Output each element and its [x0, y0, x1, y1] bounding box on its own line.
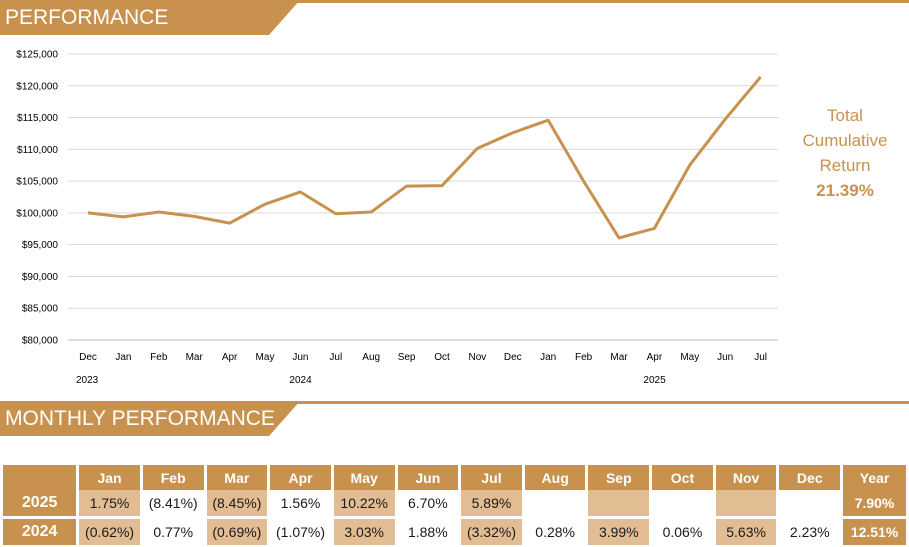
month-return-cell: 0.06% [662, 524, 703, 540]
monthly-performance-title: MONTHLY PERFORMANCE [0, 401, 300, 436]
column-header: Jul [461, 465, 522, 490]
cumulative-return-summary: Total Cumulative Return 21.39% [785, 103, 905, 203]
column-header: Aug [524, 465, 586, 490]
y-tick-label: $85,000 [22, 304, 59, 315]
month-return-cell: 6.70% [397, 490, 459, 519]
performance-line-chart: $80,000 $85,000 $90,000 $95,000 $100,000 $105… [16, 50, 778, 386]
x-tick-label: Oct [434, 352, 450, 363]
month-return-cell: (8.41%) [142, 490, 204, 519]
column-header: Jun [397, 465, 459, 490]
month-return-cell: 1.75% [79, 490, 140, 519]
column-header: Feb [142, 465, 204, 490]
month-return-cell: 1.56% [270, 490, 331, 519]
header-rule [0, 0, 909, 3]
y-tick-label: $110,000 [17, 145, 58, 156]
month-return-cell: (0.62%) [79, 519, 140, 545]
table-row: 2025 1.75% (8.41%) (8.45%) 1.56% 10.22% 6.70% 5… [3, 490, 906, 519]
x-tick-label: Jan [540, 352, 556, 363]
x-tick-label: Apr [647, 352, 663, 363]
x-year-label: 2023 [76, 375, 99, 386]
month-return-cell: 3.99% [588, 519, 650, 545]
month-return-cell: 3.03% [333, 519, 395, 545]
month-return-cell: 1.88% [407, 524, 448, 540]
x-year-label: 2024 [289, 375, 312, 386]
x-tick-label: Aug [362, 352, 380, 363]
x-tick-label: Feb [150, 352, 168, 363]
summary-line-3: Return [819, 156, 871, 175]
month-return-cell: (1.07%) [276, 524, 326, 540]
x-tick-label: Apr [222, 352, 238, 363]
month-return-cell: (8.45%) [206, 490, 268, 519]
month-return-cell: 5.63% [715, 519, 777, 545]
x-tick-label: Jan [115, 352, 131, 363]
month-return-cell: (3.32%) [461, 519, 522, 545]
column-header: May [333, 465, 395, 490]
column-header: Mar [206, 465, 268, 490]
header-blank [3, 465, 77, 490]
column-header: Jan [79, 465, 140, 490]
column-header: Dec [779, 465, 841, 490]
x-tick-label: Sep [398, 352, 416, 363]
month-return-cell [715, 490, 777, 519]
x-tick-label: Jul [754, 352, 767, 363]
year-total-cell: 12.51% [843, 519, 906, 545]
y-tick-label: $100,000 [16, 208, 58, 219]
y-tick-label: $115,000 [17, 113, 58, 124]
performance-title: PERFORMANCE [0, 0, 300, 35]
table-header-row: Jan Feb Mar Apr May Jun Jul Aug Sep Oct Nov Dec Year [3, 465, 906, 490]
y-tick-label: $125,000 [16, 50, 58, 61]
month-return-cell: 0.77% [153, 524, 194, 540]
month-return-cell [652, 490, 713, 519]
table-row: 2024 (0.62%) 0.77% (0.69%) (1.07%) 3.03% 1.88%… [3, 519, 906, 545]
summary-line-1: Total [827, 106, 863, 125]
row-year-label: 2024 [3, 519, 77, 545]
y-tick-label: $120,000 [16, 81, 58, 92]
x-tick-label: Dec [79, 352, 97, 363]
x-tick-label: Jul [329, 352, 342, 363]
x-tick-label: Jun [717, 352, 733, 363]
x-tick-label: May [256, 352, 275, 363]
x-tick-label: Nov [469, 352, 487, 363]
x-tick-label: Feb [575, 352, 593, 363]
monthly-performance-table: Jan Feb Mar Apr May Jun Jul Aug Sep Oct Nov Dec Year… [0, 465, 909, 545]
summary-line-2: Cumulative [802, 131, 888, 150]
month-return-cell: 0.28% [535, 524, 575, 540]
y-tick-label: $95,000 [22, 240, 59, 251]
x-tick-label: Dec [504, 352, 522, 363]
column-header: Nov [715, 465, 777, 490]
month-return-cell: 10.22% [333, 490, 395, 519]
month-return-cell: 5.89% [461, 490, 522, 519]
month-return-cell: (0.69%) [206, 519, 268, 545]
x-tick-label: Jun [292, 352, 308, 363]
month-return-cell: 2.23% [789, 524, 830, 540]
month-return-cell [524, 490, 586, 519]
column-header: Oct [652, 465, 713, 490]
x-tick-label: Mar [186, 352, 204, 363]
x-tick-label: May [680, 352, 699, 363]
cumulative-return-value: 21.39% [816, 181, 874, 200]
performance-series-line [87, 75, 762, 240]
column-header: Apr [270, 465, 331, 490]
month-return-cell [588, 490, 650, 519]
column-header: Sep [588, 465, 650, 490]
header-rule [0, 401, 909, 404]
x-tick-label: Mar [610, 352, 628, 363]
year-total-cell: 7.90% [843, 490, 906, 519]
x-year-label: 2025 [643, 375, 666, 386]
month-return-cell [779, 490, 841, 519]
column-header: Year [843, 465, 906, 490]
y-tick-label: $105,000 [16, 177, 58, 188]
y-tick-label: $80,000 [22, 336, 59, 347]
row-year-label: 2025 [3, 490, 77, 519]
y-tick-label: $90,000 [22, 272, 59, 283]
